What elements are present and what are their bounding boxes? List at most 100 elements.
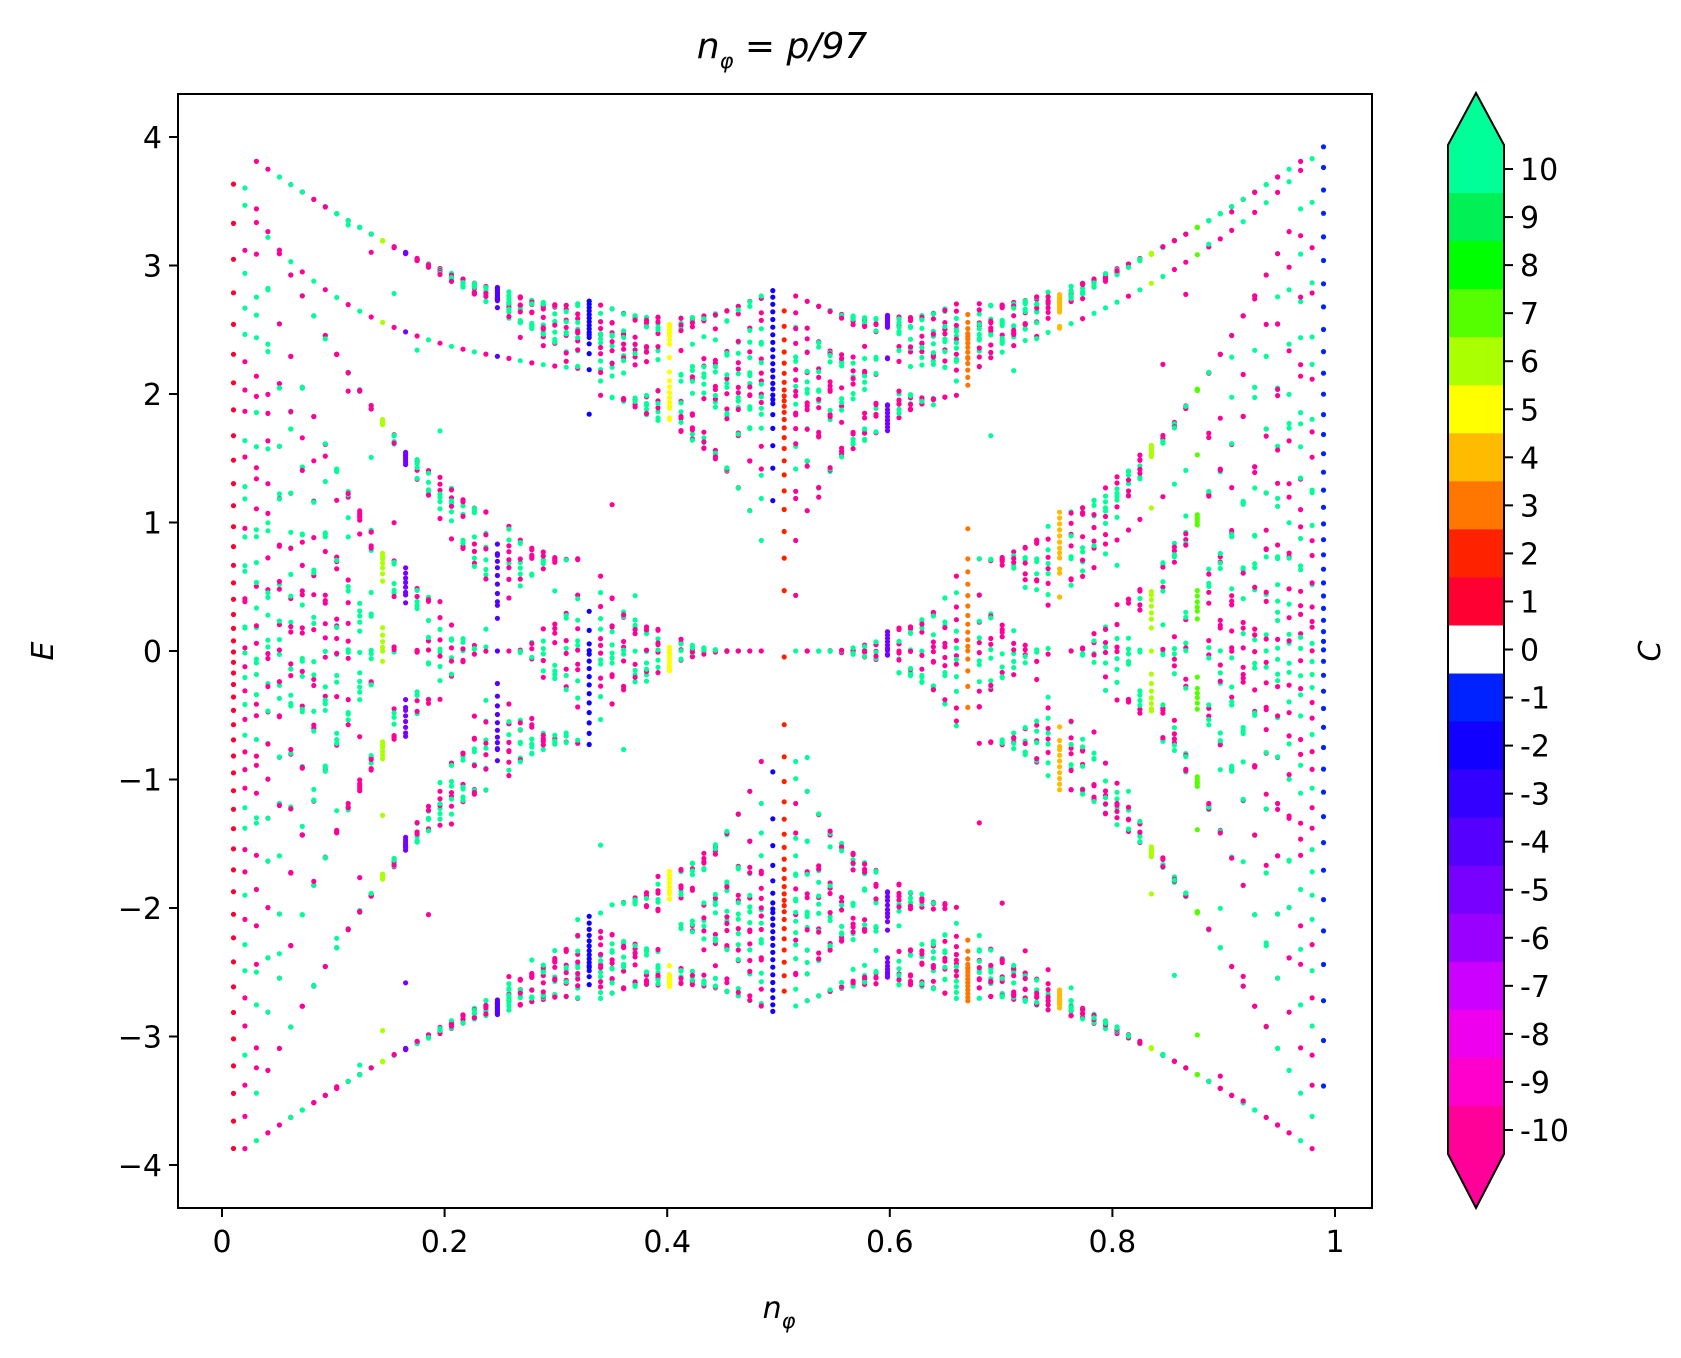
data-point — [1045, 694, 1051, 700]
data-point — [1160, 864, 1166, 870]
colorbar-tick-label: 0 — [1520, 634, 1539, 669]
data-point — [1125, 481, 1132, 487]
data-point — [862, 869, 868, 875]
data-point — [1320, 521, 1327, 527]
data-point — [965, 340, 971, 346]
data-point — [517, 976, 523, 982]
data-point — [770, 878, 776, 884]
data-point — [483, 644, 489, 650]
data-point — [735, 957, 741, 963]
data-point — [437, 1027, 443, 1034]
data-point — [884, 645, 891, 651]
data-point — [781, 988, 787, 994]
data-point — [1286, 425, 1292, 431]
data-point — [253, 713, 259, 719]
data-point — [758, 970, 764, 976]
data-point — [380, 648, 386, 654]
data-point — [758, 905, 764, 911]
data-point — [598, 979, 604, 985]
data-point — [678, 419, 684, 425]
data-point — [1045, 760, 1051, 766]
data-point — [724, 648, 730, 654]
data-point — [735, 360, 741, 366]
data-point — [380, 1028, 386, 1034]
data-point — [575, 319, 581, 325]
data-point — [575, 917, 581, 923]
data-point — [230, 722, 237, 728]
data-point — [1011, 962, 1017, 969]
data-point — [1114, 562, 1120, 568]
data-point — [334, 945, 340, 951]
data-point — [322, 648, 328, 655]
data-point — [575, 347, 581, 353]
data-point — [1148, 603, 1154, 609]
data-point — [735, 406, 741, 413]
data-point — [1194, 452, 1200, 458]
data-point — [839, 419, 845, 425]
data-point — [839, 894, 845, 901]
data-point — [494, 997, 500, 1003]
data-point — [873, 321, 879, 328]
data-point — [1057, 509, 1063, 515]
data-point — [1217, 730, 1223, 736]
data-point — [953, 661, 960, 667]
data-point — [689, 431, 696, 437]
data-point — [586, 319, 592, 325]
x-tick-label: 0.4 — [643, 1225, 691, 1260]
data-point — [1102, 660, 1109, 666]
data-point — [242, 916, 248, 923]
data-point — [414, 829, 420, 835]
data-point — [586, 411, 592, 417]
data-point — [758, 920, 764, 926]
data-point — [862, 430, 868, 436]
data-point — [448, 518, 455, 524]
data-point — [804, 463, 810, 469]
data-point — [437, 663, 443, 670]
data-point — [907, 895, 914, 901]
data-point — [1240, 498, 1246, 504]
data-point — [724, 828, 730, 834]
data-point — [862, 886, 868, 892]
data-point — [471, 646, 477, 652]
data-point — [1252, 1107, 1258, 1113]
data-point — [701, 445, 707, 451]
data-point — [884, 927, 891, 933]
data-point — [598, 661, 604, 667]
data-point — [988, 962, 994, 968]
data-point — [781, 555, 787, 561]
data-point — [793, 377, 799, 383]
data-point — [896, 331, 902, 337]
data-point — [391, 290, 397, 297]
data-point — [403, 600, 409, 606]
data-point — [873, 328, 879, 334]
data-point — [1183, 291, 1189, 297]
data-point — [1114, 514, 1120, 520]
data-point — [1286, 438, 1292, 444]
data-point — [575, 965, 581, 971]
data-point — [1309, 487, 1315, 493]
data-point — [322, 453, 328, 459]
data-point — [1057, 303, 1063, 309]
data-point — [770, 301, 776, 307]
data-point — [357, 388, 363, 394]
data-point — [483, 351, 489, 357]
data-point — [1114, 666, 1120, 673]
data-point — [253, 583, 259, 589]
data-point — [1011, 565, 1017, 571]
data-point — [230, 659, 237, 665]
data-point — [357, 224, 363, 230]
data-point — [919, 354, 925, 361]
data-point — [999, 302, 1005, 308]
data-point — [253, 852, 259, 858]
data-point — [907, 344, 914, 350]
data-point — [1045, 571, 1051, 577]
data-point — [517, 759, 523, 765]
data-point — [919, 652, 925, 659]
data-point — [1320, 605, 1327, 612]
data-point — [322, 693, 328, 699]
data-point — [1229, 1092, 1235, 1098]
data-point — [1045, 536, 1051, 542]
data-point — [368, 249, 374, 255]
data-point — [1206, 241, 1212, 247]
data-point — [850, 354, 856, 360]
